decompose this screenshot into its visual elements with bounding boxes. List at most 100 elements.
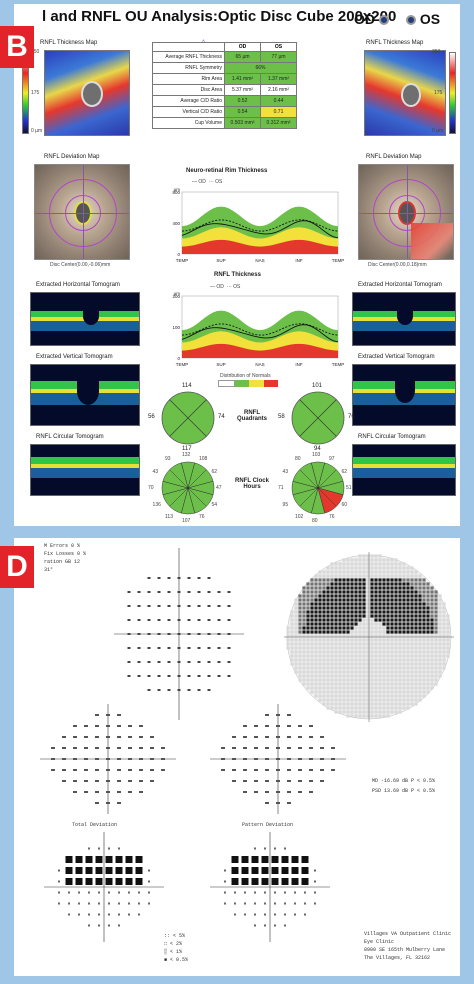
vf-grey-cell (362, 666, 366, 670)
prob-cell-normal (274, 913, 276, 916)
vf-grey-cell (350, 674, 354, 678)
dev-value-mark (117, 725, 121, 727)
vf-threshold-point (217, 591, 221, 593)
vf-grey-cell (366, 698, 370, 702)
vf-grey-cell (410, 698, 414, 702)
vf-grey-cell (390, 618, 394, 622)
vf-grey-cell (410, 678, 414, 682)
vf-grey-cell (394, 578, 398, 582)
vf-grey-cell (294, 602, 298, 606)
vf-grey-cell (302, 662, 306, 666)
dev-value-mark (95, 725, 99, 727)
vf-grey-cell (314, 618, 318, 622)
vf-grey-cell (358, 582, 362, 586)
vf-grey-cell (402, 622, 406, 626)
vf-grey-cell (354, 598, 358, 602)
vf-grey-cell (314, 650, 318, 654)
vf-grey-cell (414, 674, 418, 678)
vf-grey-cell (354, 586, 358, 590)
prob-cell-normal (274, 902, 276, 905)
dev-value-mark (265, 725, 269, 727)
clock-hour-value: 93 (165, 456, 171, 463)
vf-grey-cell (334, 690, 338, 694)
vf-grey-cell (354, 622, 358, 626)
dev-value-mark (73, 747, 77, 749)
prob-cell-normal (244, 913, 246, 916)
vf-threshold-point (177, 647, 181, 649)
vf-grey-cell (366, 614, 370, 618)
table-cell-od: 0.54 (224, 106, 261, 118)
vf-grey-cell (418, 586, 422, 590)
vf-grey-cell (298, 674, 302, 678)
vf-grey-cell (342, 610, 346, 614)
dev-value-mark (276, 758, 280, 760)
vf-grey-cell (370, 594, 374, 598)
prob-cell-significant (281, 878, 289, 885)
vf-threshold-point (227, 661, 231, 663)
vf-grey-cell (314, 586, 318, 590)
vf-grey-cell (418, 602, 422, 606)
vf-grey-cell (326, 706, 330, 710)
vf-grey-cell (342, 654, 346, 658)
vf-grey-cell (442, 646, 446, 650)
vf-grey-cell (354, 694, 358, 698)
os-scale-mid: 175 (434, 90, 443, 96)
vf-grey-cell (326, 682, 330, 686)
vf-grey-cell (330, 622, 334, 626)
dev-value-mark (276, 802, 280, 804)
vf-grey-cell (382, 654, 386, 658)
vf-grey-cell (358, 698, 362, 702)
clock-hour-sector (299, 462, 319, 489)
prob-cell-normal (294, 891, 296, 894)
vf-grey-cell (406, 658, 410, 662)
vf-grey-cell (430, 654, 434, 658)
dev-value-mark (95, 747, 99, 749)
vf-grey-cell (390, 606, 394, 610)
vf-grey-cell (398, 678, 402, 682)
prob-cell-significant (135, 856, 143, 863)
vf-grey-cell (410, 638, 414, 642)
vf-grey-cell (442, 638, 446, 642)
x-tick-label: TEMP (332, 362, 344, 367)
vf-grey-cell (334, 670, 338, 674)
vf-grey-cell (358, 594, 362, 598)
vf-grey-cell (286, 642, 290, 646)
vf-grey-cell (310, 654, 314, 658)
vf-grey-cell (446, 626, 450, 630)
vf-grey-cell (398, 674, 402, 678)
y-tick-label: 100 (172, 325, 180, 330)
vf-grey-cell (406, 618, 410, 622)
vf-grey-cell (390, 558, 394, 562)
vf-grey-cell (374, 710, 378, 714)
vf-grey-cell (414, 658, 418, 662)
vf-grey-cell (374, 558, 378, 562)
vf-grey-cell (306, 598, 310, 602)
vf-grey-cell (314, 686, 318, 690)
vf-threshold-point (227, 591, 231, 593)
vf-grey-cell (358, 654, 362, 658)
vf-grey-cell (398, 606, 402, 610)
dev-value-mark (73, 758, 77, 760)
vf-grey-cell (354, 594, 358, 598)
vf-grey-cell (390, 574, 394, 578)
vf-grey-cell (342, 666, 346, 670)
clock-hour-value: 107 (182, 518, 191, 524)
vf-grey-cell (330, 694, 334, 698)
vf-grey-cell (374, 678, 378, 682)
vf-grey-cell (386, 622, 390, 626)
vf-grey-cell (322, 610, 326, 614)
vf-grey-cell (394, 662, 398, 666)
od-deviation-map-label: RNFL Deviation Map (44, 154, 100, 160)
vf-grey-cell (362, 606, 366, 610)
vf-grey-cell (354, 558, 358, 562)
vf-threshold-point (227, 647, 231, 649)
vf-grey-cell (362, 630, 366, 634)
vf-grey-cell (286, 638, 290, 642)
vf-grey-cell (358, 702, 362, 706)
vf-grey-cell (326, 642, 330, 646)
vf-grey-cell (386, 606, 390, 610)
vf-grey-cell (378, 690, 382, 694)
table-cell-od: 0.503 mm³ (224, 117, 261, 129)
vf-grey-cell (386, 638, 390, 642)
vf-grey-cell (310, 578, 314, 582)
